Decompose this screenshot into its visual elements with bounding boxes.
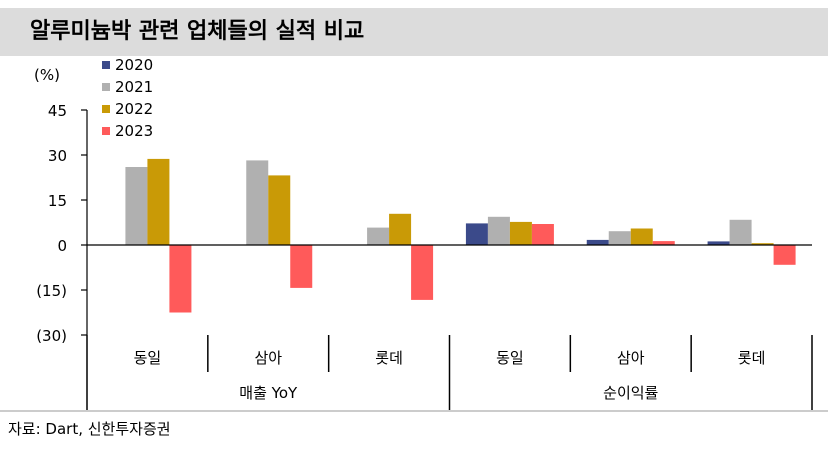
bar-2022 (751, 243, 774, 245)
legend-label-2022: 2022 (115, 100, 153, 118)
chart-title: 알루미늄박 관련 업체들의 실적 비교 (30, 19, 365, 44)
category-label: 삼아 (617, 349, 645, 367)
category-label: 롯데 (738, 349, 766, 367)
y-tick-label: 30 (48, 147, 67, 165)
bar-2020 (707, 241, 730, 245)
bar-2023 (411, 245, 434, 300)
bar-2021 (125, 167, 148, 245)
bar-2022 (509, 221, 532, 245)
bar-2021 (729, 219, 752, 245)
y-tick-label: (15) (36, 282, 67, 300)
source-note: 자료: Dart, 신한투자증권 (8, 420, 171, 438)
y-tick-label: 0 (57, 237, 67, 255)
bar-2022 (147, 158, 170, 245)
legend-swatch-2020 (102, 61, 110, 69)
legend-label-2021: 2021 (115, 78, 153, 96)
bar-2022 (630, 228, 653, 245)
bar-2021 (367, 227, 390, 245)
legend-swatch-2023 (102, 127, 110, 135)
bar-2023 (652, 241, 675, 245)
bar-2020 (465, 223, 488, 245)
bar-2023 (169, 245, 192, 313)
y-tick-label: (30) (36, 327, 67, 345)
y-tick-label: 45 (48, 102, 67, 120)
bar-2023 (290, 245, 313, 288)
bar-2021 (608, 231, 631, 245)
legend-label-2023: 2023 (115, 122, 153, 140)
category-label: 롯데 (375, 349, 403, 367)
group-label: 매출 YoY (239, 384, 298, 402)
bar-2021 (246, 160, 269, 245)
y-unit-label: (%) (34, 66, 60, 84)
bar-2021 (487, 216, 510, 245)
legend-swatch-2021 (102, 83, 110, 91)
category-label: 동일 (496, 349, 524, 367)
group-label: 순이익률 (603, 384, 658, 402)
bar-2022 (389, 213, 412, 245)
legend-swatch-2022 (102, 105, 110, 113)
legend-label-2020: 2020 (115, 56, 153, 74)
category-label: 삼아 (254, 349, 282, 367)
bar-2020 (586, 239, 609, 245)
category-label: 동일 (134, 349, 162, 367)
bar-2023 (773, 245, 796, 265)
bar-2023 (531, 224, 554, 245)
title-bar: 알루미늄박 관련 업체들의 실적 비교 (0, 8, 828, 56)
y-tick-label: 15 (48, 192, 67, 210)
bar-2022 (268, 175, 291, 245)
